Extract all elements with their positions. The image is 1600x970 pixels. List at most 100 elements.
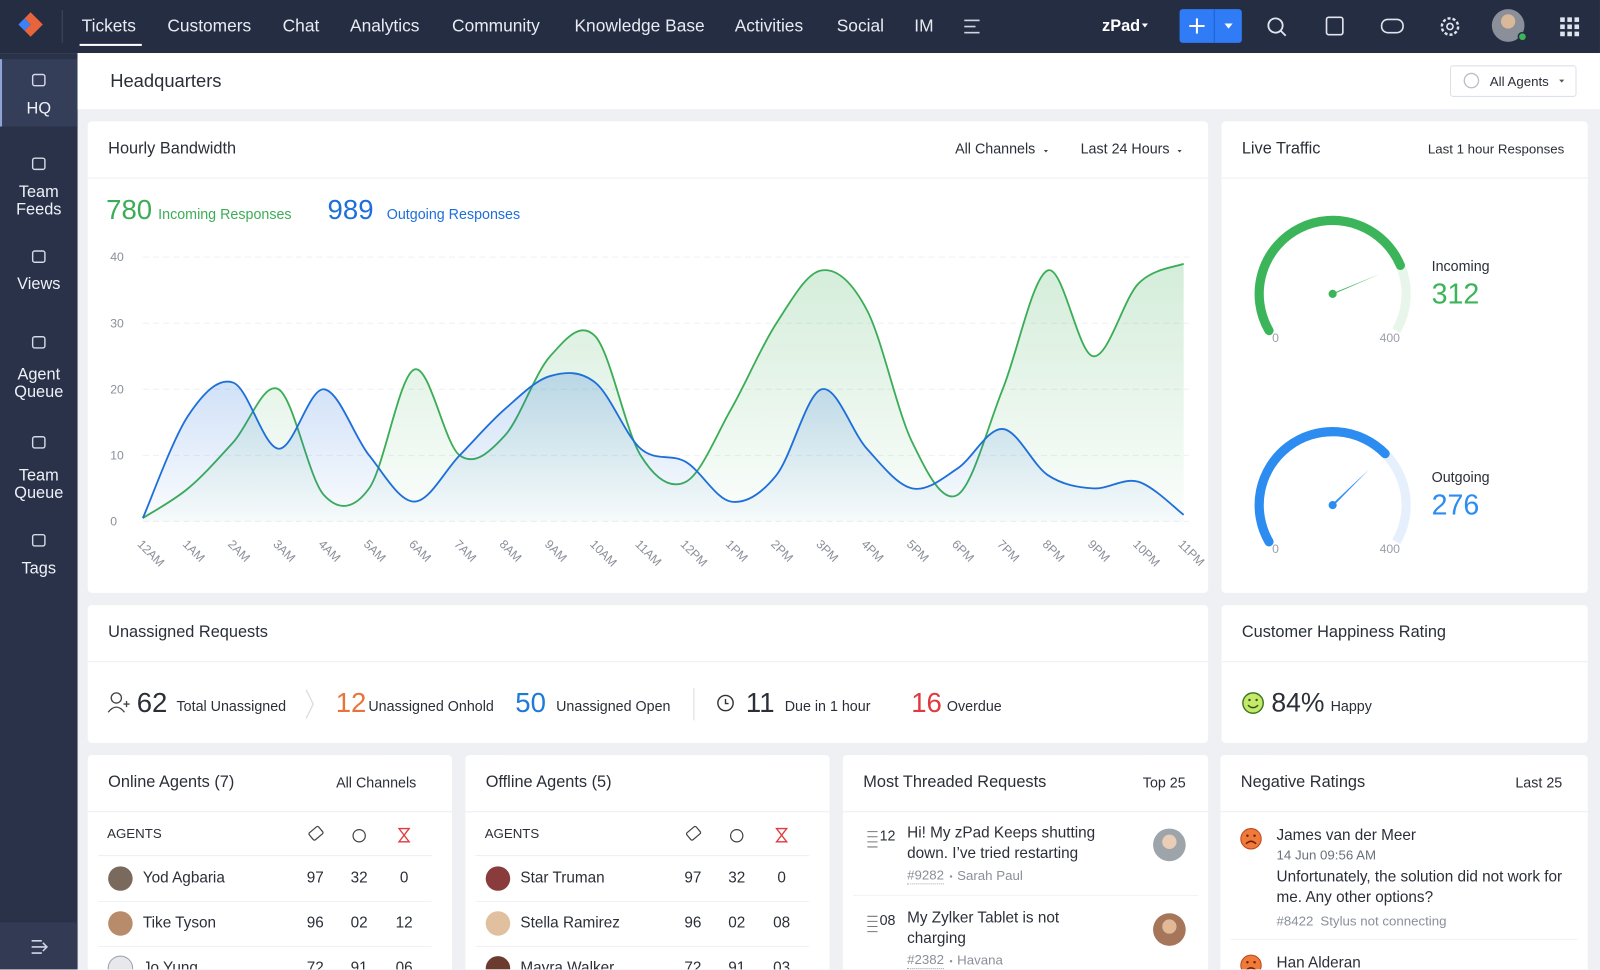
card-divider [1220,811,1588,813]
x-tick-label: 5AM [361,537,389,565]
agent-avatar [485,956,511,970]
stat-value: 11 [745,687,775,719]
settings-icon [1440,17,1460,36]
thread-count: 08 [879,911,896,929]
card-divider [1221,177,1588,179]
agent-count: 96 [684,914,702,932]
sad-eye [1246,834,1249,837]
clock-icon [729,828,744,843]
agent-avatar [108,911,133,936]
x-tick-label: 9AM [542,537,570,565]
sidebar-icon [31,250,46,263]
sidebar-collapse[interactable] [0,922,78,970]
card-divider [842,811,1209,813]
sidebar-item[interactable]: Agent Queue [14,366,64,402]
nav-tab[interactable]: Chat [282,16,320,36]
portal-switcher[interactable]: zPad [1102,17,1141,36]
card-title: Online Agents (7) [108,773,235,792]
apps-icon [1574,17,1580,22]
row-divider [97,901,432,903]
apps-icon [1567,24,1572,30]
sidebar-item[interactable]: HQ [26,99,52,118]
nav-tab[interactable]: Knowledge Base [574,16,705,36]
card-divider [87,811,453,813]
stat-value: 12 [335,687,367,719]
agent-count: 03 [773,959,791,970]
last-filter[interactable]: Last 25 [1515,774,1563,791]
card [1220,755,1588,970]
channel-filter[interactable]: All Channels [336,774,417,791]
logo [24,12,43,37]
x-tick-label: 2PM [768,537,796,565]
sidebar-item[interactable]: Team Queue [14,467,64,503]
ticket-id[interactable]: #9282 [907,867,945,884]
x-tick-label: 12AM [135,537,168,570]
sidebar-active [0,59,78,127]
sidebar-item[interactable]: Tags [21,560,57,578]
nav-tab[interactable]: IM [914,16,934,36]
agent-count: 91 [728,959,746,970]
channel-filter[interactable]: All Channels [955,140,1036,157]
y-tick-label: 20 [110,382,124,396]
agent-filter[interactable] [1449,65,1577,97]
nav-tab[interactable]: Activities [734,16,804,36]
separator-dot [949,959,953,963]
search-icon [1267,17,1284,34]
column-header: AGENTS [107,825,162,842]
search-icon [1279,29,1287,37]
apps-icon [1574,24,1580,30]
card [842,755,1209,970]
response-label: Incoming Responses [158,205,292,223]
response-total: 780 [106,194,153,226]
logo [18,18,31,31]
agent-count: 72 [684,959,702,970]
card [87,755,453,970]
game-icon [1380,18,1404,34]
x-tick-label: 4PM [859,537,887,565]
sidebar-item[interactable]: Views [17,275,61,293]
apps-icon [1560,24,1565,30]
nav-tab[interactable]: Customers [167,16,252,36]
agent-count: 02 [728,914,746,932]
nav-tab[interactable]: Social [836,16,884,36]
ticket-id[interactable]: #8422 [1276,913,1314,929]
x-tick-label: 6PM [949,537,977,565]
card-divider [465,811,830,813]
agent-count: 32 [350,869,368,887]
stat-value: 16 [911,687,942,719]
page-title: Headquarters [110,70,222,92]
nav-tab[interactable]: Tickets [81,16,136,36]
gauge-label: Incoming [1431,257,1490,275]
y-tick-label: 40 [110,250,124,264]
customer-name: James van der Meer [1276,826,1417,844]
nav-tab[interactable]: Analytics [349,16,420,36]
x-tick-label: 4AM [316,537,344,565]
sidebar-item[interactable]: Team Feeds [16,183,62,219]
agent-avatar [485,911,511,936]
nav-tab[interactable]: Community [452,16,540,36]
gauge-max: 400 [1380,542,1401,556]
period-filter[interactable]: Last 24 Hours [1080,140,1170,157]
x-tick-label: 3AM [270,537,298,565]
top-filter[interactable]: Top 25 [1142,774,1186,791]
row-divider [97,945,432,947]
x-tick-label: 6AM [406,537,434,565]
table-header-divider [475,855,810,857]
agent-name: Stella Ramirez [520,914,620,932]
sad-icon [1240,954,1262,970]
active-tab-underline [79,43,142,46]
stat-label: Unassigned Onhold [368,697,494,714]
x-tick-label: 11AM [632,537,664,569]
stat-value: 62 [136,687,168,719]
gauge-min: 0 [1272,542,1279,556]
sad-icon [1240,828,1262,850]
sidebar-icon [31,533,46,547]
gauge-max: 400 [1380,331,1401,345]
row-divider [1230,938,1578,940]
ticket-id[interactable]: #2382 [907,951,945,969]
agent-count: 97 [684,869,702,887]
agent-count: 97 [306,869,324,887]
ticket-icon [308,825,324,841]
customer-name: Han Alderan [1276,954,1361,970]
